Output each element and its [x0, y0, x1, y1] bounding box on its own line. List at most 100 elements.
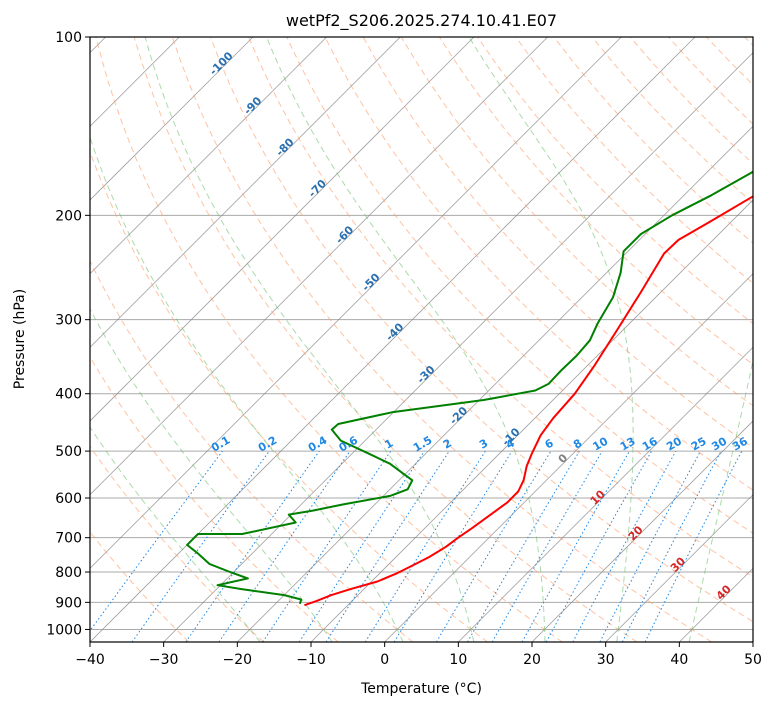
isotherm-line [90, 37, 475, 422]
mixing-ratio-line [131, 450, 270, 642]
y-axis-title: Pressure (hPa) [12, 289, 28, 389]
y-tick-label: 1000 [46, 622, 82, 638]
dry-adiabat-label: -90 [241, 94, 264, 117]
mixing-ratio-line [599, 450, 701, 642]
isotherm-line [679, 567, 753, 642]
x-tick-label: 30 [597, 652, 615, 668]
dry-adiabat-line [90, 356, 339, 642]
moist-adiabat-label: 10 [588, 487, 608, 507]
background-lines [90, 37, 753, 642]
mixing-ratio-label: 3 [477, 437, 490, 452]
mixing-ratio-line [218, 450, 351, 642]
dewpoint-profile-line [186, 170, 753, 605]
dry-adiabat-label: -30 [414, 363, 437, 386]
moist-adiabat-line [90, 135, 404, 642]
x-tick-label: 40 [670, 652, 688, 668]
mixing-ratio-line [90, 450, 223, 632]
y-tick-label: 200 [55, 208, 82, 224]
dry-adiabat-label: -80 [273, 135, 296, 158]
dry-adiabat-line [324, 37, 753, 491]
isotherm-line [237, 125, 753, 642]
y-tick-label: 900 [55, 595, 82, 611]
dry-adiabat-line [286, 37, 753, 534]
mixing-ratio-line [644, 450, 743, 642]
mixing-ratio-label: 2 [441, 437, 454, 452]
moist-adiabat-line [688, 358, 753, 642]
moist-adiabat-label: 20 [626, 523, 646, 543]
moist-adiabat-line [144, 37, 475, 642]
dry-adiabat-label: -10 [499, 425, 522, 448]
isotherm-line [90, 37, 254, 201]
dry-adiabat-line [210, 37, 753, 623]
x-tick-label: −30 [149, 652, 179, 668]
dry-adiabat-label: -20 [447, 404, 470, 427]
mixing-ratio-line [185, 450, 320, 642]
y-tick-label: 400 [55, 387, 82, 403]
y-tick-label: 600 [55, 491, 82, 507]
mixing-ratio-line [435, 450, 552, 642]
temperature-profile-line [304, 195, 753, 607]
x-axis-title: Temperature (°C) [360, 681, 482, 697]
dry-adiabat-label: -60 [333, 223, 356, 246]
isotherm-line [163, 52, 753, 642]
dry-adiabat-line [90, 150, 488, 642]
x-tick-label: −40 [75, 652, 105, 668]
dry-adiabat-line [553, 37, 753, 244]
plot-frame [89, 36, 754, 643]
dry-adiabat-line [515, 37, 753, 284]
x-axis: −40 −30 −20 −10 0 10 20 30 40 50 [75, 642, 762, 668]
dry-adiabat-line [668, 37, 753, 125]
mixing-ratio-line [545, 450, 653, 642]
moist-adiabat-line [468, 37, 634, 642]
isotherm-line [752, 641, 753, 642]
mixing-ratio-line [521, 450, 630, 642]
dry-adiabat-line [706, 37, 753, 86]
dry-adiabat-label: -70 [306, 177, 329, 200]
y-tick-label: 500 [55, 444, 82, 460]
isotherm-line [90, 37, 401, 348]
moist-adiabat-line [90, 426, 261, 642]
dry-adiabat-label: -50 [359, 270, 382, 293]
moist-adiabat-line [266, 37, 546, 642]
dry-adiabat-line [744, 37, 753, 47]
x-tick-label: 10 [449, 652, 467, 668]
moist-adiabat-line [90, 308, 333, 642]
profile-lines [186, 170, 753, 607]
isotherm-line [90, 37, 327, 275]
dry-adiabat-line [591, 37, 753, 204]
dry-adiabat-line [95, 37, 563, 642]
isotherm-line [90, 37, 622, 569]
dry-adiabat-line [133, 37, 638, 642]
x-tick-label: 20 [523, 652, 541, 668]
y-axis: 100 200 300 400 500 600 700 800 900 1000 [46, 30, 90, 638]
mixing-ratio-line [262, 450, 392, 642]
dry-adiabat-label: -100 [207, 49, 236, 78]
dry-adiabat-line [90, 531, 190, 642]
y-tick-label: 100 [55, 30, 82, 46]
mixing-ratio-line [364, 450, 486, 642]
isotherm-line [605, 494, 753, 642]
dry-adiabat-line [90, 259, 414, 642]
y-tick-label: 300 [55, 313, 82, 329]
mixing-ratio-line [572, 450, 677, 642]
dry-adiabat-line [90, 445, 264, 642]
mixing-ratio-line [393, 450, 513, 642]
isotherm-line [458, 346, 753, 642]
dry-adiabat-line [171, 37, 712, 642]
x-tick-label: −10 [296, 652, 326, 668]
chart-title: wetPf2_S206.2025.274.10.41.E07 [286, 11, 557, 31]
y-tick-label: 800 [55, 565, 82, 581]
isotherm-line [384, 273, 753, 642]
isotherm-line [531, 420, 753, 642]
isotherm-line [310, 199, 753, 642]
mixing-ratio-line [298, 450, 425, 642]
isoline-labels: 0.1 0.2 0.4 0.6 1 1.5 2 3 4 6 8 10 13 16 20 25 30 36-100-… [207, 49, 750, 603]
mixing-ratio-label: 6 [543, 436, 556, 451]
y-tick-label: 700 [55, 531, 82, 547]
isotherm-line [90, 37, 548, 496]
x-tick-label: −20 [223, 652, 253, 668]
x-tick-label: 0 [380, 652, 389, 668]
dry-adiabat-line [248, 37, 753, 578]
mixing-ratio-line [325, 450, 450, 642]
